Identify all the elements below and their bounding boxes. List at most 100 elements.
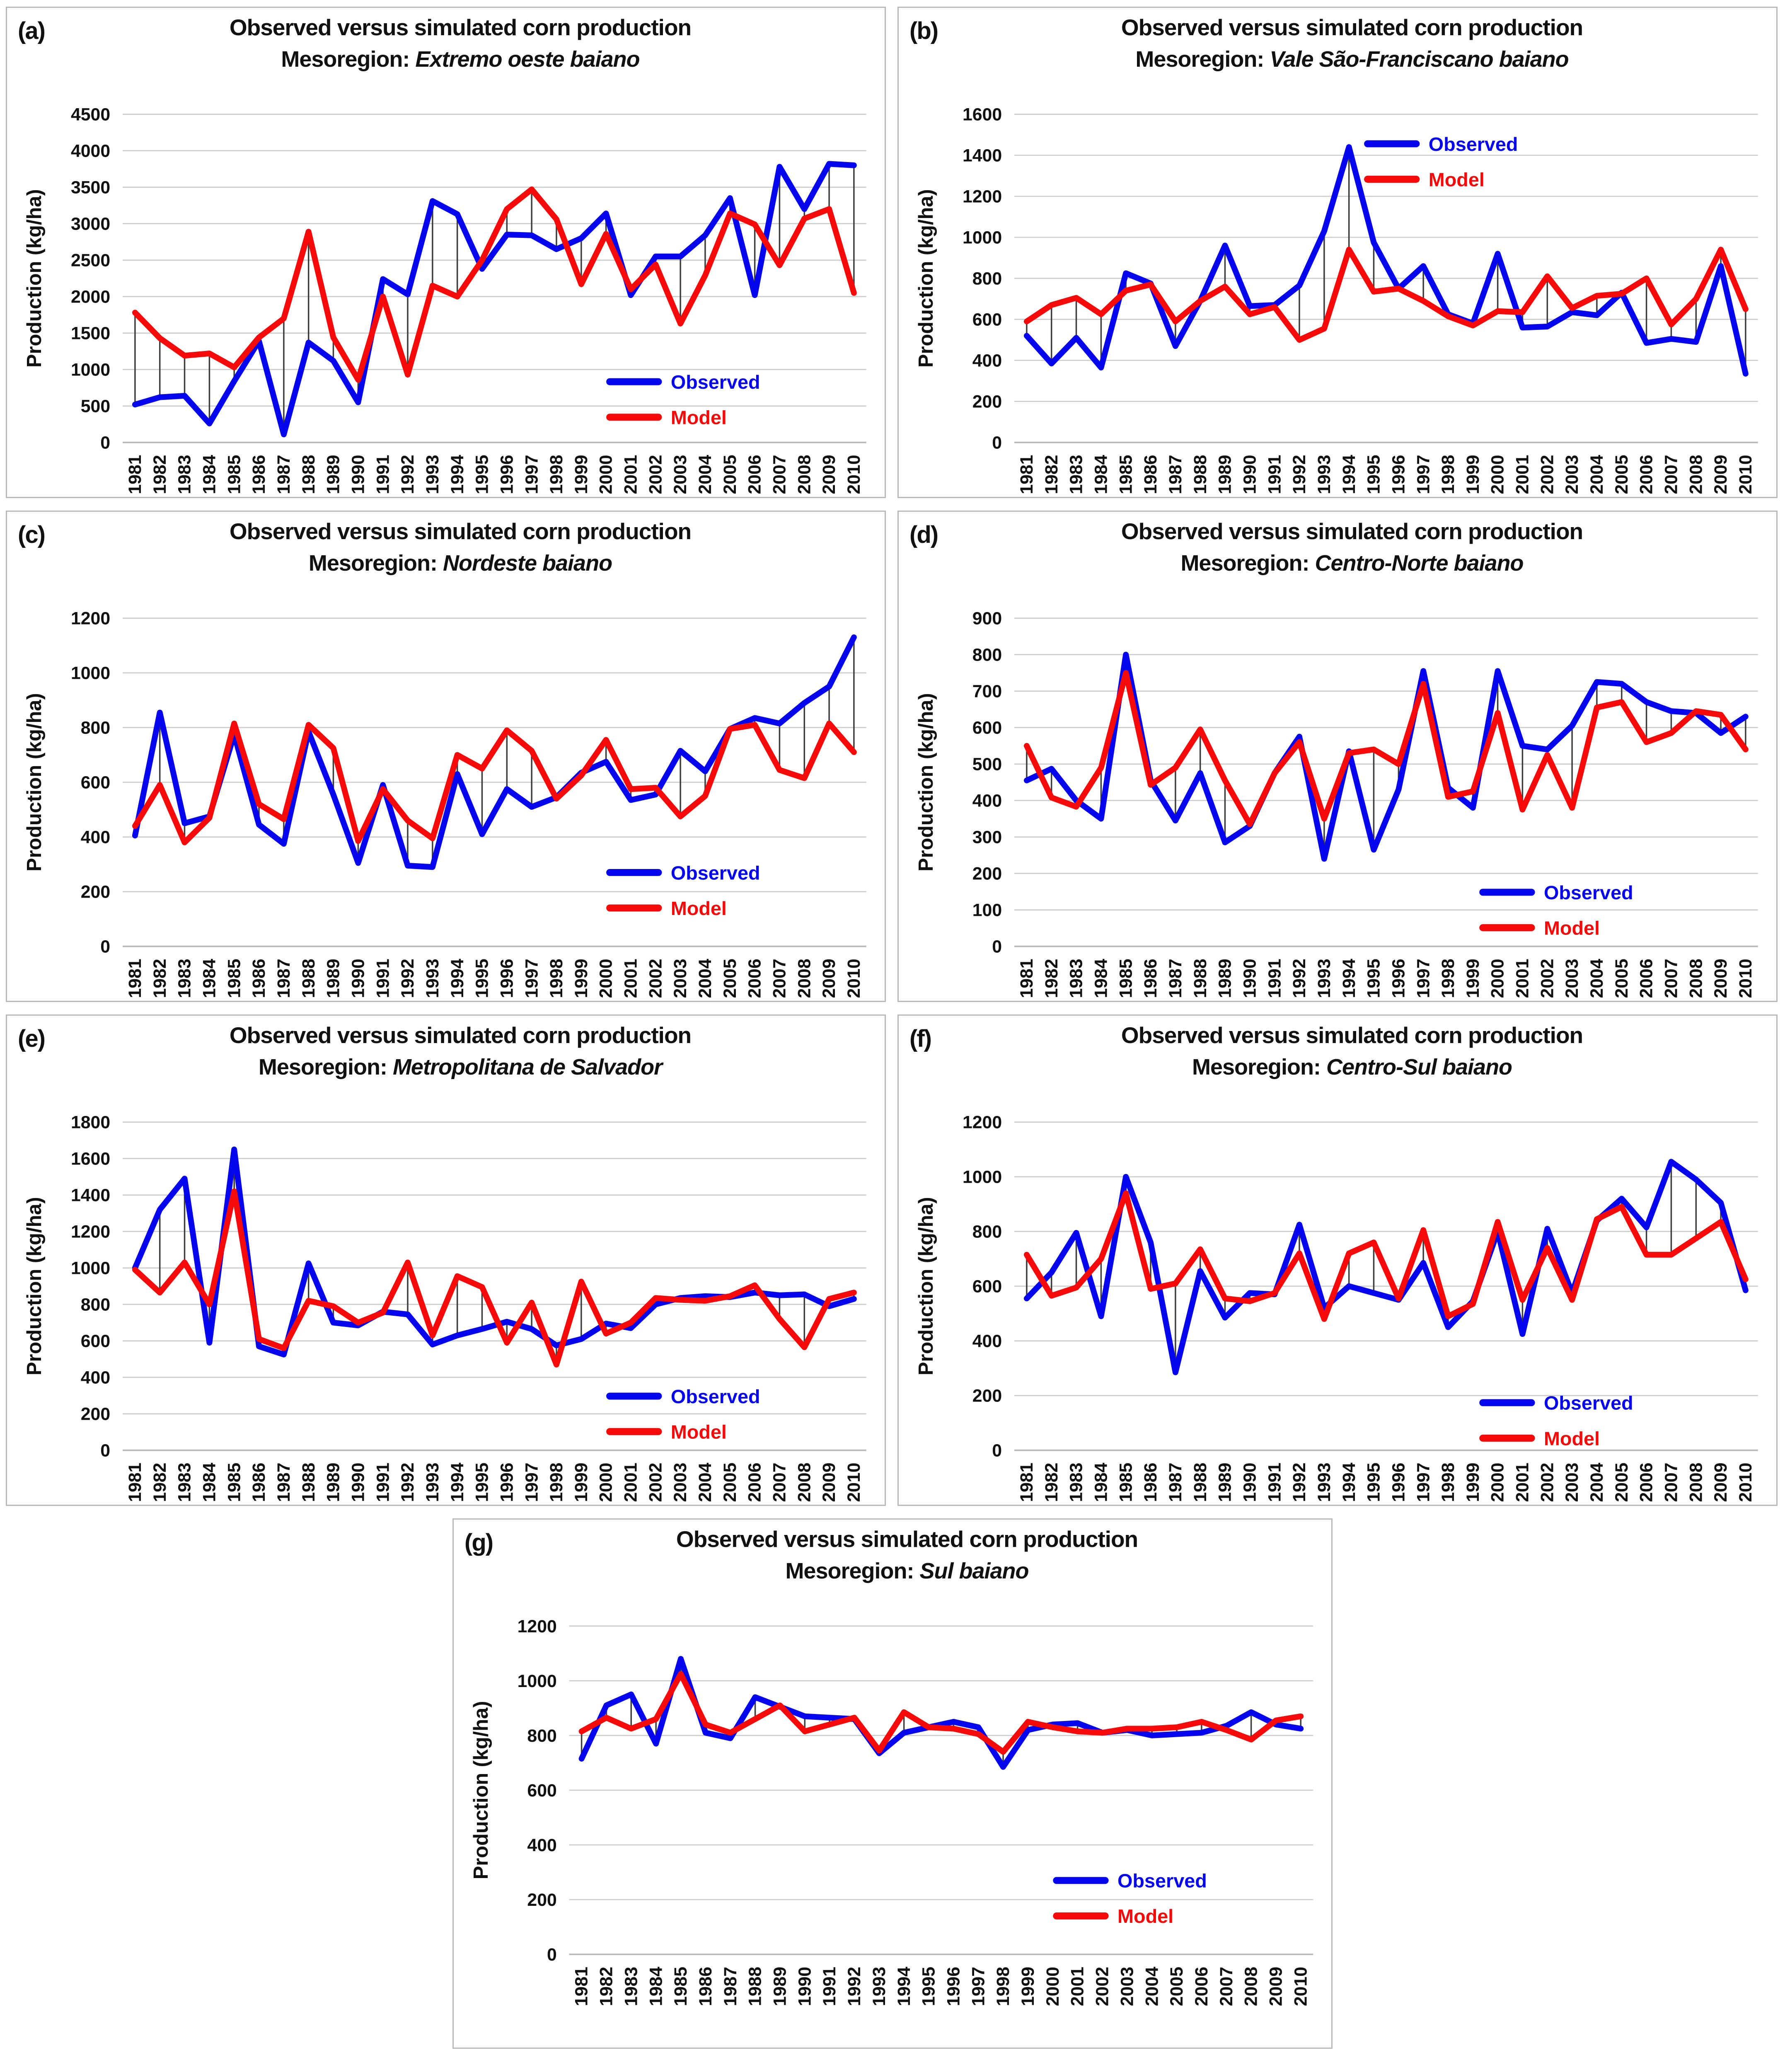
x-tick-label: 1990 — [1240, 1463, 1260, 1502]
x-tick-label: 1994 — [447, 455, 467, 494]
x-tick-label: 1993 — [1314, 1463, 1334, 1502]
chart-panel-c: (c) Observed versus simulated corn produ… — [6, 511, 886, 1002]
x-tick-label: 1998 — [547, 455, 566, 494]
x-tick-label: 1996 — [1388, 455, 1408, 494]
legend-model-label: Model — [1544, 1428, 1600, 1449]
x-tick-label: 2005 — [720, 455, 740, 494]
x-tick-label: 1985 — [1116, 959, 1136, 998]
x-tick-label: 1993 — [1314, 959, 1334, 998]
legend-model-label: Model — [671, 407, 727, 428]
x-tick-label: 1991 — [1265, 959, 1284, 998]
x-tick-label: 1981 — [125, 959, 145, 998]
y-axis-title: Production (kg/ha) — [23, 189, 46, 368]
region-name: Nordeste baiano — [443, 551, 612, 576]
chart-title: Observed versus simulated corn productio… — [1121, 518, 1583, 544]
x-tick-label: 1984 — [200, 1462, 220, 1502]
x-tick-label: 1982 — [1042, 1463, 1062, 1502]
model-line — [132, 1188, 857, 1368]
x-tick-label: 1986 — [1141, 1463, 1161, 1502]
observed-line — [1023, 1159, 1749, 1375]
x-tick-label: 1989 — [1215, 455, 1235, 494]
observed-line — [132, 161, 857, 438]
x-tick-label: 1985 — [1116, 455, 1136, 494]
x-tick-label: 1987 — [1166, 959, 1185, 998]
x-tick-label: 2002 — [1537, 455, 1557, 494]
x-tick-label: 2001 — [1513, 1463, 1533, 1502]
panel-label-a: (a) — [18, 17, 46, 44]
x-tick-label: 2006 — [1637, 959, 1657, 998]
chart-title: Observed versus simulated corn productio… — [229, 15, 692, 40]
model-line — [1023, 1190, 1749, 1322]
x-tick-label: 2006 — [1192, 1967, 1212, 2006]
panel-label-d: (d) — [909, 521, 938, 548]
x-tick-label: 2002 — [1093, 1967, 1113, 2006]
x-tick-label: 1987 — [274, 455, 294, 494]
x-tick-label: 2006 — [1637, 1463, 1657, 1502]
x-tick-label: 1983 — [1067, 455, 1086, 494]
y-tick-label: 1400 — [71, 1186, 110, 1205]
x-tick-label: 1992 — [1289, 959, 1309, 998]
x-tick-label: 1995 — [1364, 455, 1384, 494]
y-tick-label: 0 — [100, 1441, 110, 1461]
y-tick-label: 200 — [81, 882, 110, 902]
x-tick-label: 2006 — [745, 455, 765, 494]
x-tick-label: 2003 — [1562, 959, 1582, 998]
x-tick-label: 1992 — [1289, 1463, 1309, 1502]
y-tick-label: 1500 — [71, 324, 110, 344]
x-tick-label: 2003 — [1562, 1463, 1582, 1502]
y-tick-label: 800 — [81, 718, 110, 738]
y-tick-label: 500 — [972, 755, 1002, 775]
y-tick-label: 1200 — [963, 187, 1002, 207]
x-tick-label: 2004 — [1587, 1462, 1607, 1502]
x-tick-label: 1990 — [1240, 959, 1260, 998]
region-name: Extremo oeste baiano — [415, 47, 640, 72]
y-tick-label: 600 — [81, 773, 110, 793]
chart-subtitle: Mesoregion: Sul baiano — [499, 1560, 1315, 1582]
x-tick-label: 2006 — [1637, 455, 1657, 494]
chart-header-b: Observed versus simulated corn productio… — [944, 15, 1760, 71]
x-tick-label: 2010 — [1736, 455, 1756, 494]
y-tick-label: 1800 — [71, 1113, 110, 1133]
x-tick-label: 1992 — [398, 455, 418, 494]
model-line — [1023, 247, 1749, 343]
x-tick-label: 1984 — [200, 959, 220, 998]
chart-title: Observed versus simulated corn productio… — [1121, 15, 1583, 40]
y-tick-label: 1000 — [71, 360, 110, 380]
panel-label-f: (f) — [909, 1025, 932, 1052]
x-tick-label: 1999 — [1463, 1463, 1483, 1502]
x-tick-label: 1997 — [1413, 1463, 1433, 1502]
observed-line — [578, 1656, 1304, 1770]
subtitle-prefix: Mesoregion: — [281, 47, 410, 72]
x-tick-label: 2000 — [1488, 455, 1508, 494]
x-tick-label: 1988 — [1190, 1463, 1210, 1502]
x-tick-label: 1981 — [1017, 959, 1037, 998]
y-tick-label: 1600 — [71, 1149, 110, 1169]
legend-observed-label: Observed — [671, 1386, 760, 1407]
x-tick-label: 1989 — [770, 1967, 790, 2006]
legend-model-label: Model — [1117, 1905, 1173, 1927]
chart-subtitle: Mesoregion: Centro-Norte baiano — [944, 552, 1760, 574]
x-tick-label: 2003 — [1562, 455, 1582, 494]
x-tick-label: 1994 — [894, 1967, 914, 2006]
y-tick-label: 800 — [972, 269, 1002, 289]
legend-model-label: Model — [1429, 169, 1485, 190]
x-tick-label: 1997 — [522, 959, 542, 998]
x-tick-label: 2007 — [1662, 455, 1681, 494]
x-tick-label: 1991 — [820, 1967, 839, 2006]
x-tick-label: 1996 — [944, 1967, 964, 2006]
x-tick-label: 1989 — [1215, 1463, 1235, 1502]
x-tick-label: 1984 — [1091, 455, 1111, 494]
y-tick-label: 1200 — [71, 1222, 110, 1242]
y-tick-label: 600 — [972, 310, 1002, 330]
x-tick-label: 2004 — [695, 959, 715, 998]
y-tick-label: 800 — [81, 1295, 110, 1315]
chart-header-c: Observed versus simulated corn productio… — [53, 520, 868, 576]
x-tick-label: 2001 — [1068, 1967, 1088, 2006]
x-tick-label: 2009 — [1711, 455, 1731, 494]
x-tick-label: 2002 — [646, 959, 665, 998]
x-tick-label: 2007 — [770, 1463, 790, 1502]
legend-model-label: Model — [671, 1421, 727, 1443]
model-line — [1023, 670, 1749, 827]
y-tick-label: 600 — [972, 718, 1002, 738]
